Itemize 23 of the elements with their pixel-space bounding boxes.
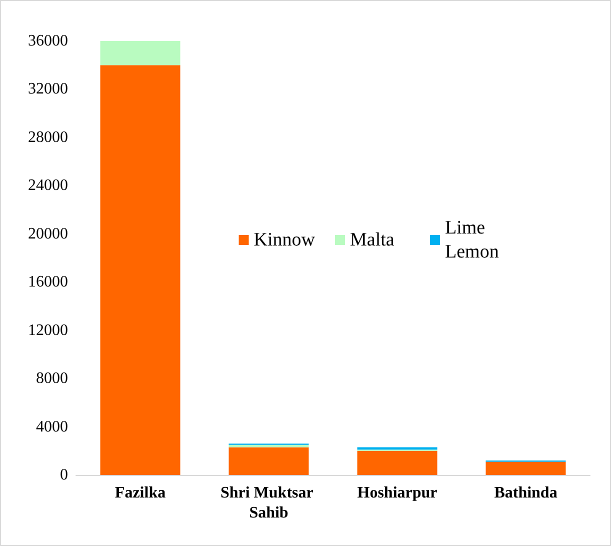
bar	[228, 444, 309, 448]
legend-label: Malta	[350, 230, 395, 250]
bar	[100, 65, 180, 475]
bar	[228, 447, 309, 475]
y-tick-label: 24000	[28, 177, 68, 194]
x-tick-label: Hoshiarpur	[357, 484, 438, 502]
y-tick-label: 0	[60, 466, 68, 484]
legend-label: Kinnow	[254, 230, 316, 250]
x-tick-label: Bathinda	[494, 484, 558, 502]
y-tick-label: 4000	[36, 418, 68, 436]
y-tick-label: 8000	[36, 370, 68, 388]
x-tick-label: Fazilka	[114, 484, 166, 502]
legend-label: Lime Lemon	[445, 218, 500, 262]
y-tick-label: 36000	[28, 32, 68, 50]
y-tick-label: 16000	[28, 274, 68, 291]
bar	[486, 462, 566, 475]
y-tick-label: 12000	[28, 322, 68, 339]
y-tick-label: 32000	[28, 80, 68, 98]
y-tick-label: 20000	[28, 225, 68, 242]
bar	[100, 41, 180, 66]
bar	[357, 450, 438, 475]
x-tick-label: Shri Muktsar Sahib	[220, 484, 318, 522]
y-tick-label: 28000	[28, 128, 68, 146]
